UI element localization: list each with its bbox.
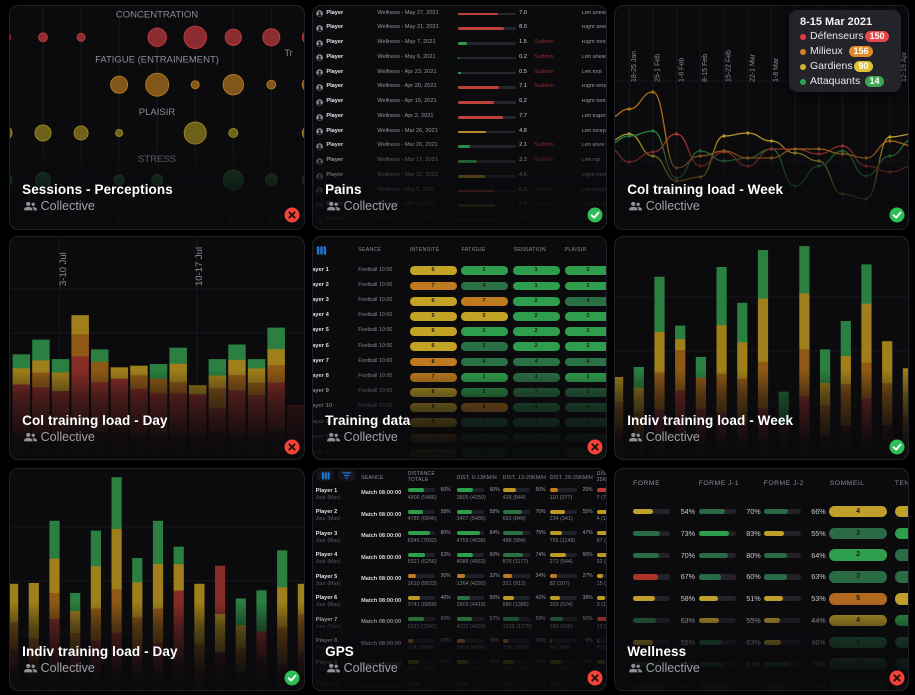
svg-text:10-17 Jul: 10-17 Jul — [194, 247, 205, 286]
svg-text:FATIGUE (ENTRAINEMENT): FATIGUE (ENTRAINEMENT) — [95, 55, 219, 66]
svg-text:PLAISIR: PLAISIR — [138, 107, 175, 118]
svg-text:Tr: Tr — [284, 48, 292, 58]
svg-text:CONCENTRATION: CONCENTRATION — [116, 10, 198, 21]
svg-text:15-22 Feb: 15-22 Feb — [725, 50, 732, 82]
svg-text:1-8 Mar: 1-8 Mar — [773, 57, 780, 82]
svg-text:25-1 Feb: 25-1 Feb — [654, 54, 661, 82]
svg-text:3-10 Jul: 3-10 Jul — [58, 252, 69, 286]
svg-text:22-1 Mar: 22-1 Mar — [749, 53, 756, 82]
svg-text:18-25 Jan: 18-25 Jan — [631, 51, 638, 82]
svg-text:8-15 Feb: 8-15 Feb — [702, 54, 709, 82]
svg-text:1-8 Feb: 1-8 Feb — [678, 58, 685, 82]
svg-text:12-19 Apr: 12-19 Apr — [901, 51, 908, 82]
